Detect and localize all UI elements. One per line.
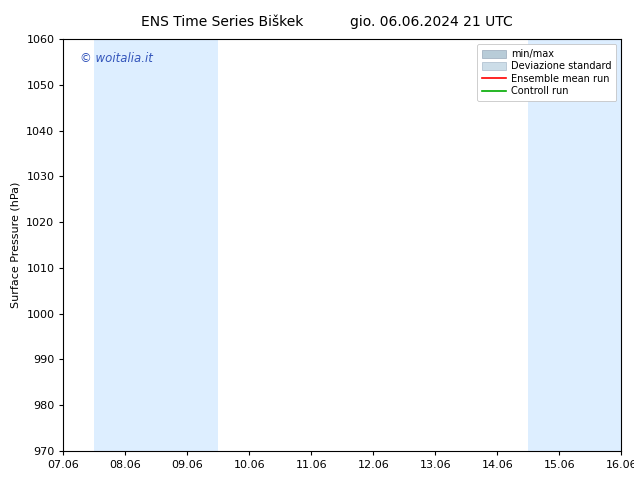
Bar bbox=[528, 39, 590, 451]
Y-axis label: Surface Pressure (hPa): Surface Pressure (hPa) bbox=[11, 182, 21, 308]
Text: ENS Time Series Biškek: ENS Time Series Biškek bbox=[141, 15, 303, 29]
Text: © woitalia.it: © woitalia.it bbox=[80, 51, 153, 65]
Bar bbox=[157, 39, 218, 451]
Bar bbox=[94, 39, 157, 451]
Legend: min/max, Deviazione standard, Ensemble mean run, Controll run: min/max, Deviazione standard, Ensemble m… bbox=[477, 44, 616, 101]
Text: gio. 06.06.2024 21 UTC: gio. 06.06.2024 21 UTC bbox=[350, 15, 512, 29]
Bar bbox=[590, 39, 621, 451]
